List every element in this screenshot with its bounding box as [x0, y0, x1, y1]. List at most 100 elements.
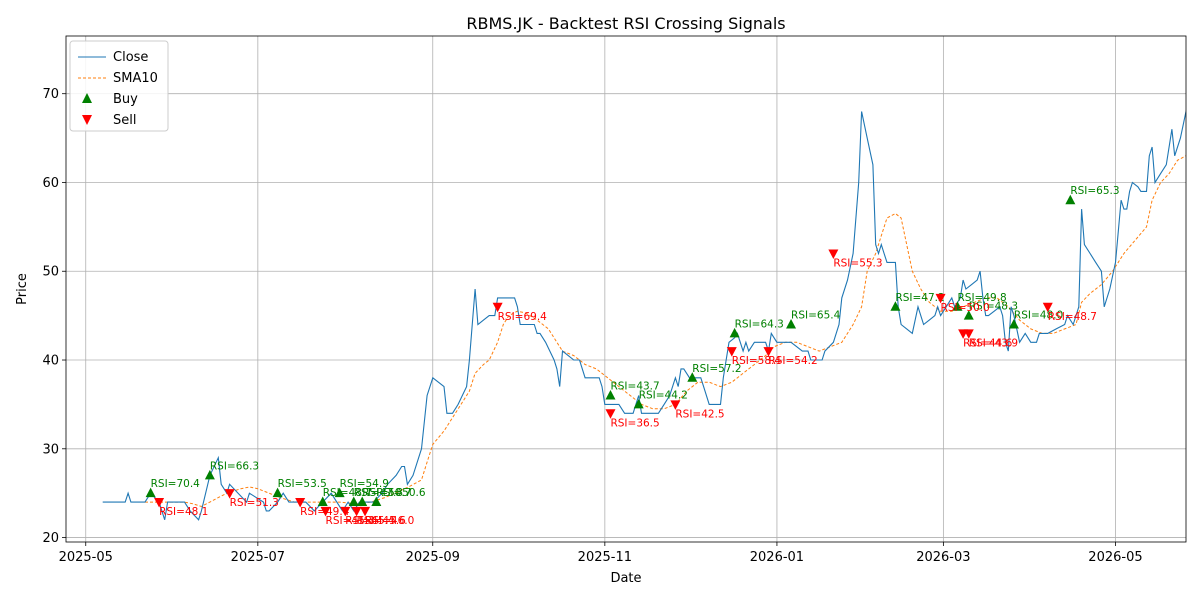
sell-signal-marker — [320, 506, 331, 517]
buy-signal-label: RSI=50.6 — [376, 487, 426, 499]
buy-signal-marker — [334, 487, 345, 498]
buy-signal-label: RSI=48.0 — [1014, 310, 1063, 322]
axes-frame — [65, 35, 1187, 543]
legend-close-label: Close — [113, 50, 148, 65]
sell-signal-marker — [935, 293, 946, 304]
sell-signal-label: RSI=45.6 — [357, 515, 407, 527]
sell-signal-marker — [492, 302, 503, 313]
x-tick-label: 2025-11 — [578, 550, 632, 565]
sell-signal-label: RSI=48.7 — [1048, 311, 1097, 323]
x-tick-label: 2025-09 — [406, 550, 460, 565]
sell-signal-label: RSI=69.4 — [498, 311, 548, 323]
y-tick-label: 50 — [42, 265, 59, 280]
y-tick-label: 30 — [42, 442, 59, 457]
legend: Close SMA10 Buy Sell — [69, 40, 169, 132]
sell-signal-label: RSI=48.1 — [159, 506, 208, 518]
buy-signal-marker — [357, 496, 368, 507]
x-axis-ticks: 2025-05 2025-07 2025-09 2025-11 2026-01 2026-… — [59, 542, 1143, 565]
buy-signal-label: RSI=43.7 — [610, 381, 659, 393]
buy-signal-marker — [348, 496, 359, 507]
sell-signal-marker — [360, 506, 371, 517]
legend-box — [69, 40, 169, 132]
sell-signal-marker — [351, 506, 362, 517]
signal-markers: RSI=70.4RSI=66.3RSI=53.5RSI=48.7RSI=54.9… — [145, 185, 1120, 527]
y-tick-label: 70 — [42, 87, 59, 102]
sell-signal-marker — [154, 498, 165, 508]
buy-signal-marker — [1008, 319, 1019, 329]
buy-signal-label: RSI=57.2 — [692, 363, 741, 375]
buy-signal-marker — [1065, 194, 1076, 205]
x-tick-label: 2026-03 — [916, 550, 970, 565]
buy-signal-label: RSI=64.3 — [735, 318, 784, 330]
sell-signal-marker — [963, 329, 974, 339]
buy-signal-label: RSI=54.9 — [340, 478, 389, 490]
buy-signal-marker — [317, 496, 328, 507]
sell-signal-label: RSI=44.6 — [963, 337, 1013, 349]
buy-signal-label: RSI=65.3 — [1070, 185, 1119, 197]
buy-signal-marker — [963, 310, 974, 320]
sell-signal-marker — [340, 506, 351, 517]
buy-signal-label: RSI=66.3 — [210, 460, 259, 472]
buy-signal-marker — [786, 319, 797, 329]
sell-signal-label: RSI=54.2 — [768, 355, 817, 367]
buy-signal-label: RSI=70.4 — [151, 478, 201, 490]
sell-signal-marker — [295, 498, 306, 508]
close-series-line — [102, 109, 1186, 521]
x-tick-label: 2025-07 — [231, 550, 285, 565]
y-axis-ticks: 20 30 40 50 60 70 — [42, 87, 66, 546]
buy-signal-label: RSI=47.2 — [895, 292, 944, 304]
sell-signal-marker — [605, 409, 616, 419]
buy-signal-marker — [272, 487, 283, 498]
sell-signal-marker — [726, 347, 737, 357]
buy-signal-marker — [890, 301, 901, 311]
y-axis-label: Price — [15, 273, 30, 305]
buy-signal-marker — [371, 496, 382, 507]
x-tick-label: 2026-01 — [750, 550, 804, 565]
legend-sell-marker — [82, 115, 92, 125]
y-tick-label: 20 — [42, 531, 59, 546]
sell-signal-label: RSI=50.0 — [941, 302, 990, 314]
legend-sell-label: Sell — [113, 113, 136, 128]
sell-signal-label: RSI=45.3 — [326, 515, 375, 527]
sell-signal-marker — [224, 489, 235, 499]
legend-sma-label: SMA10 — [113, 71, 158, 86]
buy-signal-label: RSI=49.8 — [957, 292, 1006, 304]
sell-signal-label: RSI=45.4 — [345, 515, 395, 527]
x-axis-label: Date — [610, 571, 641, 586]
buy-signal-label: RSI=53.5 — [278, 478, 327, 490]
buy-signal-marker — [729, 327, 740, 338]
sell-signal-label: RSI=46.0 — [365, 515, 414, 527]
sell-signal-label: RSI=51.3 — [230, 497, 279, 509]
buy-signal-label: RSI=50.7 — [362, 487, 411, 499]
x-tick-label: 2026-05 — [1088, 550, 1142, 565]
sell-signal-label: RSI=42.5 — [675, 408, 724, 420]
x-tick-label: 2025-05 — [59, 550, 113, 565]
grid-lines — [66, 36, 1186, 542]
buy-signal-label: RSI=44.2 — [639, 389, 688, 401]
sell-signal-marker — [1042, 302, 1053, 313]
buy-signal-label: RSI=65.4 — [791, 310, 841, 322]
sell-signal-label: RSI=55.3 — [833, 257, 882, 269]
buy-signal-marker — [687, 372, 698, 382]
y-tick-label: 40 — [42, 354, 59, 369]
chart-title: RBMS.JK - Backtest RSI Crossing Signals — [466, 14, 785, 33]
sell-signal-marker — [763, 347, 774, 357]
legend-buy-marker — [82, 93, 92, 103]
legend-buy-label: Buy — [113, 92, 138, 107]
y-tick-label: 60 — [42, 176, 59, 191]
buy-signal-label: RSI=47.8 — [354, 487, 403, 499]
buy-signal-marker — [952, 301, 963, 311]
buy-signal-marker — [633, 398, 644, 409]
sell-signal-label: RSI=58.4 — [732, 355, 782, 367]
buy-signal-label: RSI=48.3 — [969, 301, 1018, 313]
sell-signal-marker — [828, 249, 839, 259]
buy-signal-marker — [605, 390, 616, 400]
buy-signal-label: RSI=48.7 — [323, 487, 372, 499]
buy-signal-marker — [145, 487, 156, 498]
sell-signal-label: RSI=36.5 — [610, 417, 659, 429]
plot-area: RSI=70.4RSI=66.3RSI=53.5RSI=48.7RSI=54.9… — [102, 109, 1186, 527]
sell-signal-marker — [670, 400, 681, 410]
sell-signal-label: RSI=43.9 — [969, 337, 1018, 349]
